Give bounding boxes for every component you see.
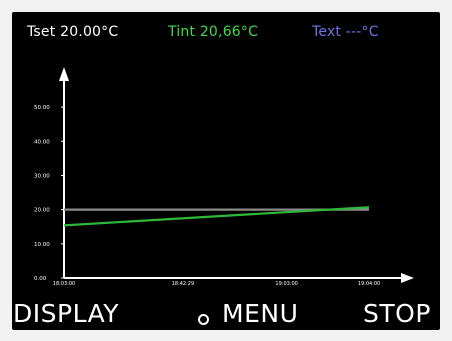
x-tick-label: 19:03:00 xyxy=(275,281,297,287)
text-readout: Text ---°C xyxy=(312,24,379,40)
y-tick-label: 30.00 xyxy=(34,173,50,179)
y-tick-label: 20.00 xyxy=(34,208,50,214)
y-tick-label: 10.00 xyxy=(34,242,50,248)
circle-icon[interactable] xyxy=(198,314,209,325)
series-line-tint xyxy=(63,206,370,227)
stop-button[interactable]: STOP xyxy=(363,299,431,328)
x-axis-arrow xyxy=(401,273,414,283)
y-tick-label: 0.00 xyxy=(34,276,47,282)
tint-readout: Tint 20,66°C xyxy=(168,24,259,40)
y-axis-arrow xyxy=(59,67,69,81)
y-tick-label: 50.00 xyxy=(34,105,50,111)
display-button[interactable]: DISPLAY xyxy=(13,299,120,328)
y-tick-label: 40.00 xyxy=(34,139,50,145)
x-tick-label: 18:03:00 xyxy=(53,281,75,287)
tset-readout: Tset 20.00°C xyxy=(27,24,119,40)
menu-button[interactable]: MENU xyxy=(222,299,299,328)
x-tick-label: 19:04:00 xyxy=(358,281,380,287)
x-tick-label: 18:42:29 xyxy=(172,281,194,287)
